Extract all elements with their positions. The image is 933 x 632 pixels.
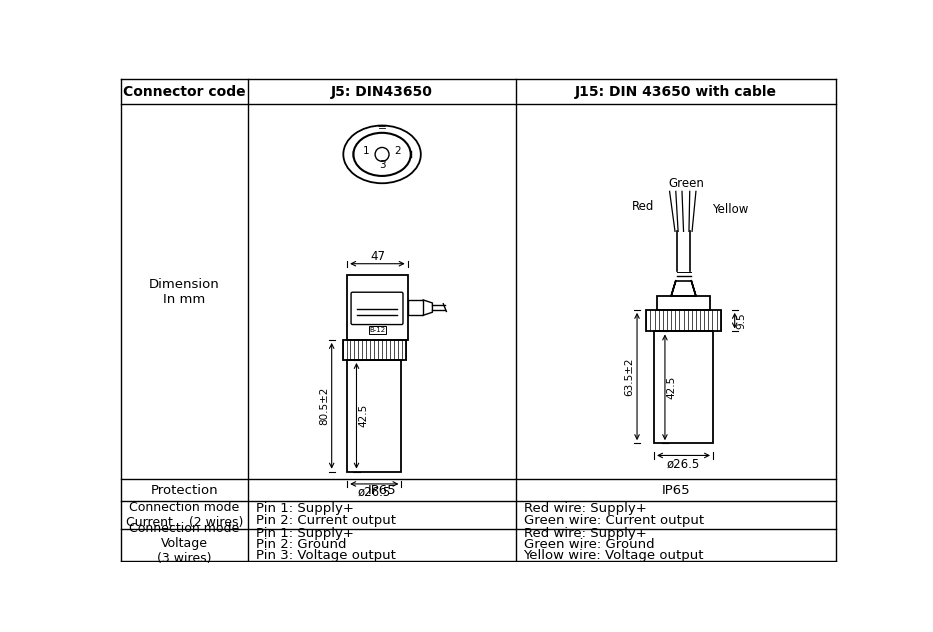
Text: 9.5: 9.5	[736, 312, 746, 329]
Bar	[654, 331, 713, 443]
Text: J5: DIN43650: J5: DIN43650	[331, 85, 433, 99]
Bar	[408, 300, 424, 315]
Bar	[347, 360, 401, 471]
Text: IP65: IP65	[368, 483, 397, 497]
Text: Dimension
In mm: Dimension In mm	[149, 278, 220, 306]
Text: 3: 3	[379, 160, 385, 170]
Bar	[342, 340, 406, 360]
Text: Yellow wire: Voltage output: Yellow wire: Voltage output	[523, 549, 704, 562]
Text: 63.5±2: 63.5±2	[625, 357, 634, 396]
Bar	[347, 274, 408, 340]
Text: Pin 1: Supply+: Pin 1: Supply+	[257, 528, 354, 540]
Text: Green wire: Current output: Green wire: Current output	[523, 514, 703, 527]
Text: Protection: Protection	[150, 483, 218, 497]
Text: IP65: IP65	[661, 483, 690, 497]
Text: Pin 2: Ground: Pin 2: Ground	[257, 538, 347, 551]
Text: Pin 3: Voltage output: Pin 3: Voltage output	[257, 549, 396, 562]
Text: 80.5±2: 80.5±2	[319, 387, 329, 425]
Text: Connection mode
Current    (2 wires): Connection mode Current (2 wires)	[126, 501, 244, 529]
Text: Yellow: Yellow	[712, 204, 748, 216]
Text: ø26.5: ø26.5	[357, 486, 391, 499]
Text: Connection mode
Voltage
(3 wires): Connection mode Voltage (3 wires)	[130, 522, 240, 565]
Text: Connector code: Connector code	[123, 85, 245, 99]
Text: Red: Red	[632, 200, 654, 213]
Text: J15: DIN 43650 with cable: J15: DIN 43650 with cable	[575, 85, 777, 99]
Text: 1: 1	[363, 146, 369, 156]
Bar	[657, 296, 710, 310]
Text: Red wire: Supply+: Red wire: Supply+	[523, 502, 647, 515]
Text: 2: 2	[395, 146, 401, 156]
Text: ø26.5: ø26.5	[667, 458, 700, 470]
Text: Pin 1: Supply+: Pin 1: Supply+	[257, 502, 354, 515]
Text: 47: 47	[369, 250, 385, 264]
Bar	[369, 326, 386, 334]
Text: 42.5: 42.5	[666, 375, 676, 399]
Text: Green: Green	[669, 177, 704, 190]
Bar	[647, 310, 720, 331]
Text: Pin 2: Current output: Pin 2: Current output	[257, 514, 397, 527]
Text: Green wire: Ground: Green wire: Ground	[523, 538, 654, 551]
Text: B-12: B-12	[369, 327, 385, 333]
Text: 42.5: 42.5	[358, 404, 368, 427]
Text: Red wire: Supply+: Red wire: Supply+	[523, 528, 647, 540]
